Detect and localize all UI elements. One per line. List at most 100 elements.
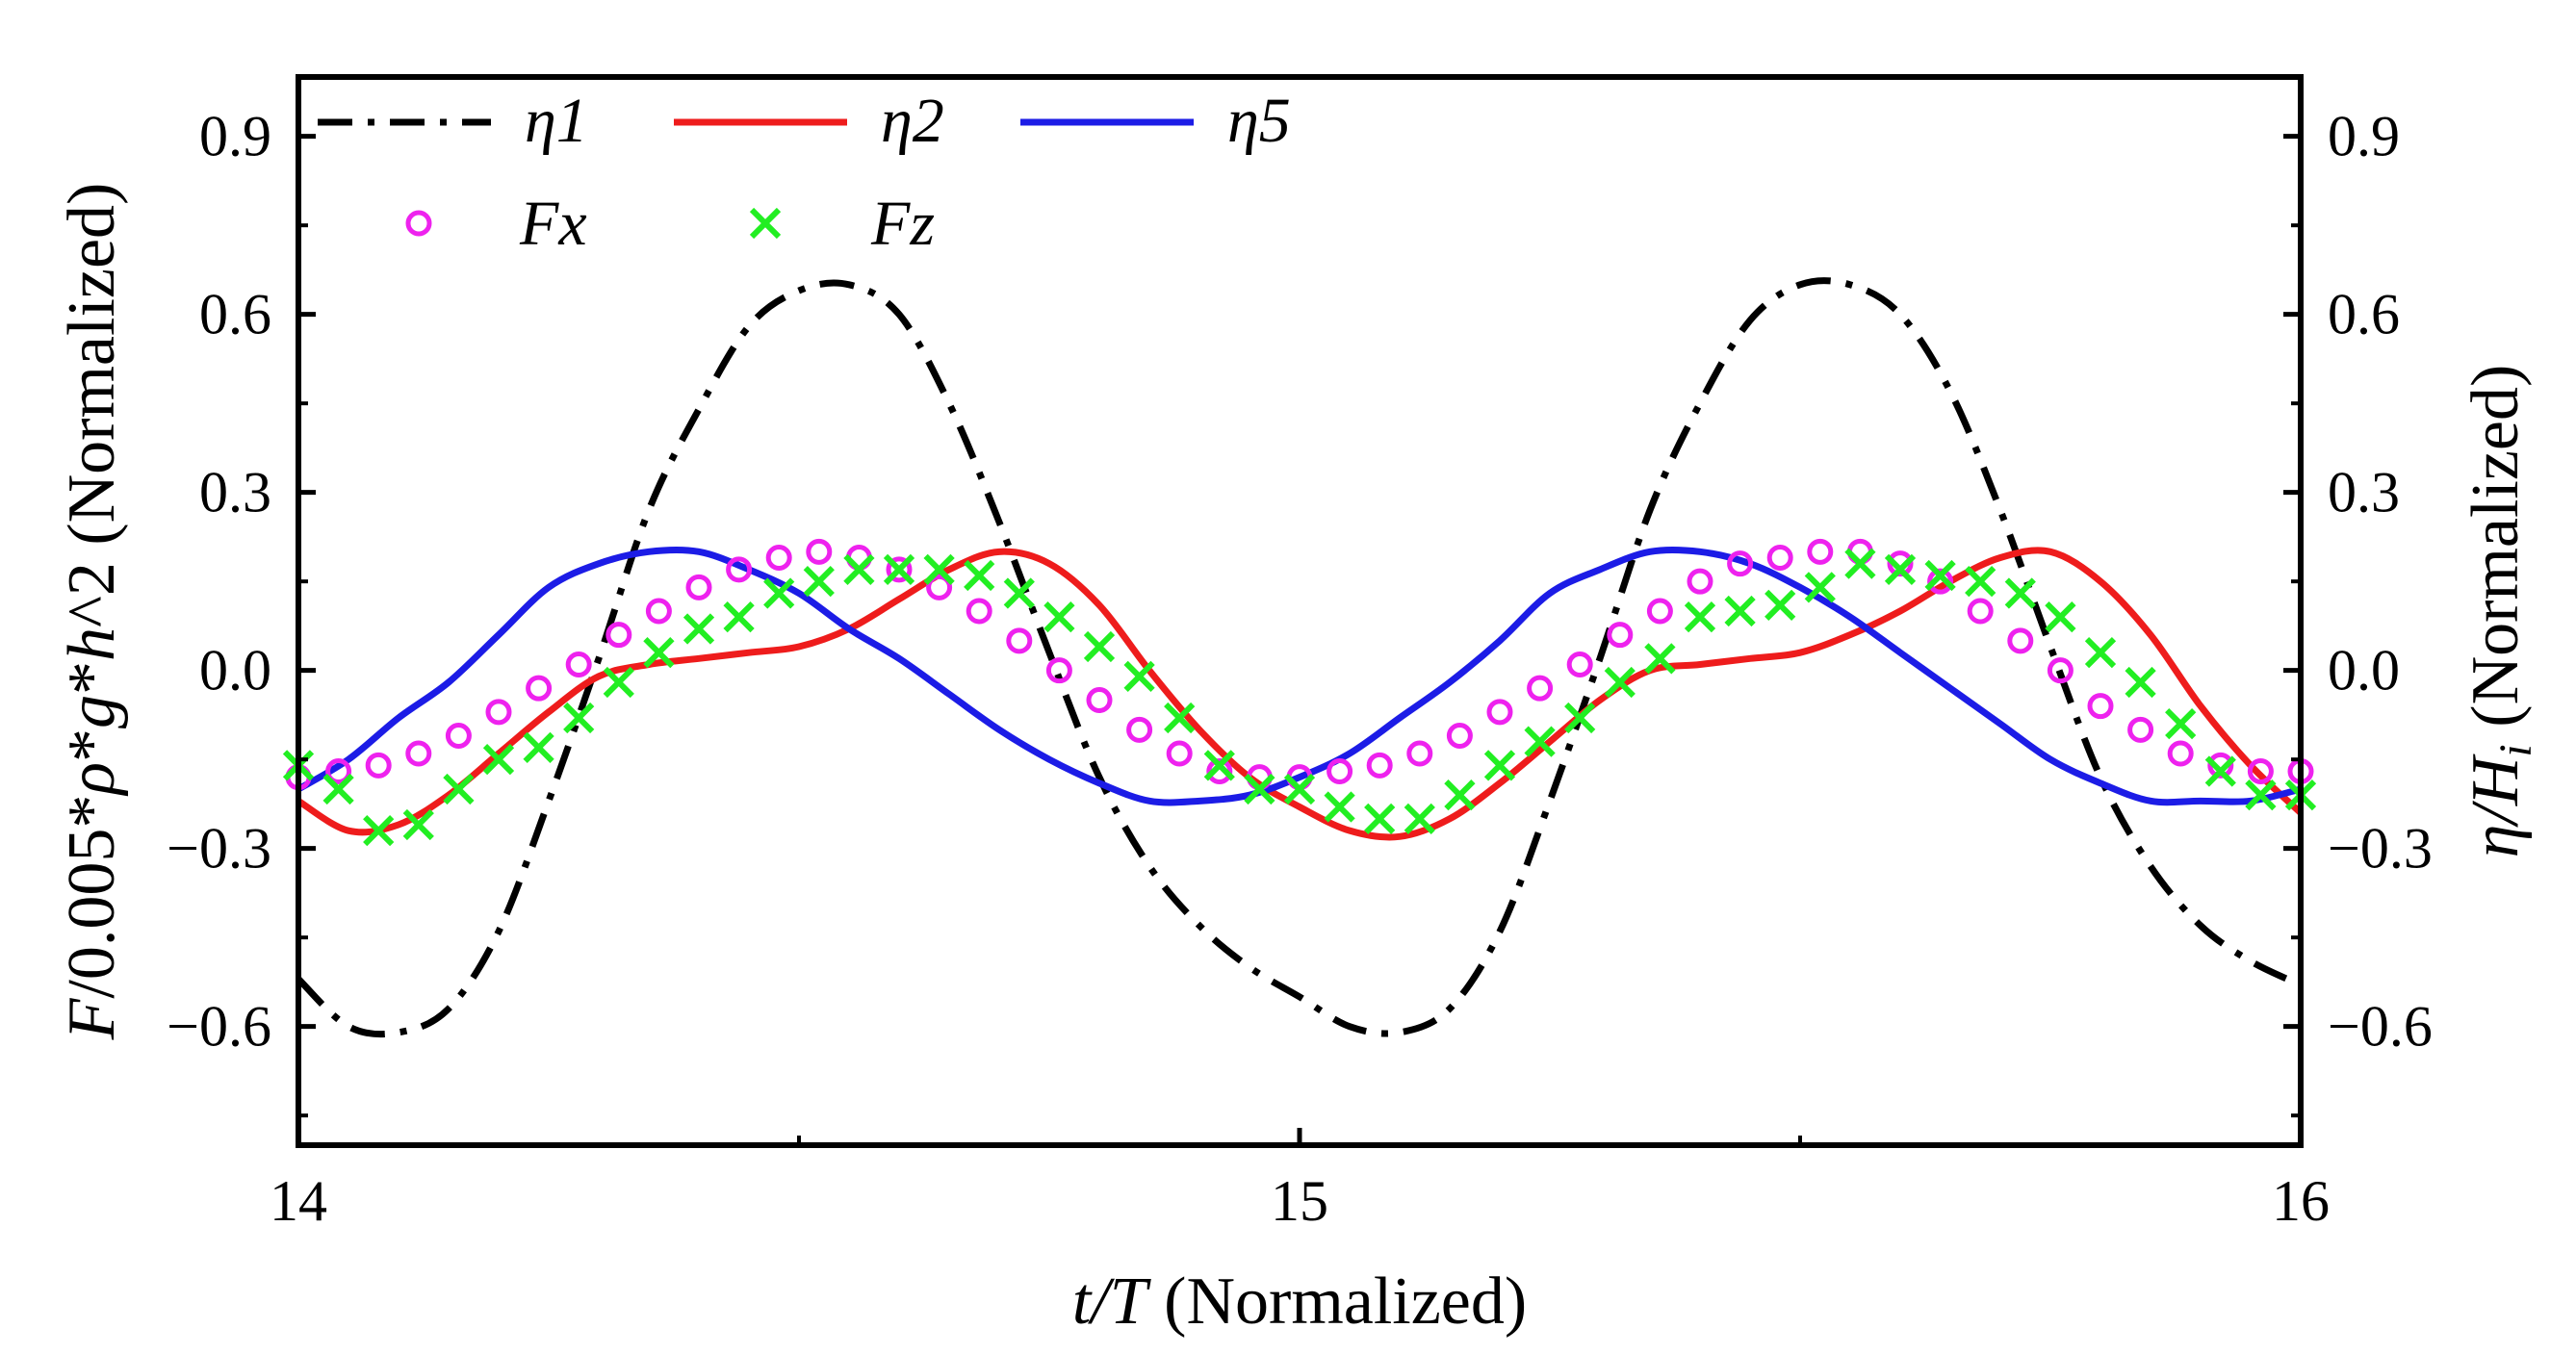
data-point-Fz xyxy=(964,559,995,592)
data-point-Fx xyxy=(2047,657,2074,684)
data-point-Fz xyxy=(1164,702,1196,734)
series-Fx xyxy=(285,538,2314,791)
data-point-Fx xyxy=(405,740,432,767)
data-point-Fx xyxy=(2007,627,2034,654)
y-axis-title-left: F/0.005*ρ*g*h^2 (Normalized) xyxy=(55,183,129,1041)
y-tick-label-right: 0.3 xyxy=(2328,461,2400,524)
data-point-Fz xyxy=(1364,803,1396,834)
data-point-Fz xyxy=(1604,666,1636,699)
x-axis-title: t/T (Normalized) xyxy=(1072,1265,1527,1339)
data-point-Fx xyxy=(1126,716,1153,743)
series-η2 xyxy=(296,547,2304,841)
data-point-Fz xyxy=(1083,630,1116,663)
series-Fz xyxy=(282,548,2317,847)
data-point-Fz xyxy=(363,815,395,847)
data-point-Fx xyxy=(605,622,632,649)
data-point-Fx xyxy=(1006,627,1033,654)
series-η5 xyxy=(296,546,2302,806)
data-point-Fx xyxy=(445,723,472,749)
data-point-Fz xyxy=(2125,666,2156,699)
data-point-Fz xyxy=(1765,589,1796,621)
data-point-Fx xyxy=(325,758,352,784)
data-point-Fz xyxy=(683,613,715,645)
y-tick-label-left: 0.9 xyxy=(199,105,271,168)
data-point-Fz xyxy=(1644,643,1676,675)
data-point-Fx xyxy=(726,556,753,583)
data-point-Fx xyxy=(1327,758,1353,784)
legend-label-η1: η1 xyxy=(525,86,588,156)
data-point-Fx xyxy=(2127,716,2154,743)
data-point-Fx xyxy=(1727,550,1754,577)
data-point-Fz xyxy=(1684,601,1716,633)
data-point-Fx xyxy=(365,752,392,779)
data-point-Fz xyxy=(723,601,755,633)
data-point-Fx xyxy=(1967,598,1994,625)
data-point-Fz xyxy=(1444,779,1476,811)
data-point-Fx xyxy=(1045,657,1072,684)
data-point-Fx xyxy=(485,699,512,726)
data-point-Fx xyxy=(645,598,672,625)
data-point-Fz xyxy=(1884,553,1917,585)
data-point-Fz xyxy=(843,553,875,585)
y-tick-label-right: 0.6 xyxy=(2328,283,2400,346)
data-point-Fx xyxy=(966,598,992,625)
data-point-Fx xyxy=(1807,538,1834,565)
data-point-Fz xyxy=(1524,726,1556,757)
data-point-Fx xyxy=(765,545,792,571)
legend-swatch-Fz xyxy=(749,207,782,240)
data-point-Fz xyxy=(1924,559,1956,592)
data-point-Fz xyxy=(563,702,595,734)
data-point-Fx xyxy=(1766,545,1793,571)
data-point-Fz xyxy=(1483,750,1516,781)
ticks-layer: −0.6 −0.6 −0.3 −0.3 0.0 0.0 0.3 0.3 0.6 0.6 0.9 0.9… xyxy=(167,105,2433,1233)
data-point-Fx xyxy=(1646,598,1673,625)
data-point-Fz xyxy=(1043,601,1075,633)
data-point-Fx xyxy=(2207,752,2234,779)
data-point-Fz xyxy=(1404,803,1435,834)
data-point-Fx xyxy=(926,574,953,600)
data-point-Fx xyxy=(1446,723,1473,749)
series-layer xyxy=(282,277,2317,1038)
series-η1 xyxy=(296,277,2303,1038)
data-point-Fz xyxy=(1844,548,1876,579)
data-point-Fx xyxy=(2087,693,2114,720)
data-point-Fx xyxy=(1486,699,1513,726)
data-point-Fz xyxy=(2165,708,2197,740)
y-tick-label-left: −0.6 xyxy=(167,995,271,1059)
data-point-Fz xyxy=(322,773,354,805)
legend-label-Fz: Fz xyxy=(870,189,935,259)
data-point-Fx xyxy=(886,556,913,583)
data-point-Fz xyxy=(1724,595,1756,627)
data-point-Fz xyxy=(1965,566,1996,598)
data-point-Fx xyxy=(1607,622,1634,649)
data-point-Fx xyxy=(1406,740,1433,767)
series-line-η2 xyxy=(296,547,2304,841)
data-point-Fx xyxy=(1086,687,1113,713)
data-point-Fz xyxy=(603,666,634,699)
series-line-η1 xyxy=(296,277,2303,1038)
data-point-Fz xyxy=(1804,572,1836,603)
data-point-Fz xyxy=(1324,791,1355,823)
legend-swatch-Fx xyxy=(405,210,432,237)
x-tick-label: 15 xyxy=(1271,1169,1328,1233)
y-tick-label-right: 0.9 xyxy=(2328,105,2400,168)
data-point-Fz xyxy=(1123,660,1155,692)
data-point-Fx xyxy=(1687,568,1713,595)
data-point-Fz xyxy=(2004,577,2036,609)
data-point-Fx xyxy=(1566,651,1593,677)
series-line-η5 xyxy=(296,546,2302,806)
y-tick-label-left: 0.0 xyxy=(199,639,271,703)
y-tick-label-left: 0.3 xyxy=(199,461,271,524)
data-point-Fz xyxy=(2084,637,2117,669)
data-point-Fx xyxy=(1366,752,1393,779)
y-tick-label-left: −0.3 xyxy=(167,817,271,881)
x-tick-label: 14 xyxy=(270,1169,327,1233)
data-point-Fx xyxy=(1927,568,1954,595)
data-point-Fz xyxy=(643,637,675,669)
legend-label-η2: η2 xyxy=(881,86,944,156)
data-point-Fz xyxy=(482,744,515,776)
data-point-Fz xyxy=(803,566,835,598)
data-point-Fz xyxy=(2045,601,2076,633)
data-point-Fx xyxy=(1166,740,1193,767)
data-point-Fx xyxy=(1527,675,1554,702)
